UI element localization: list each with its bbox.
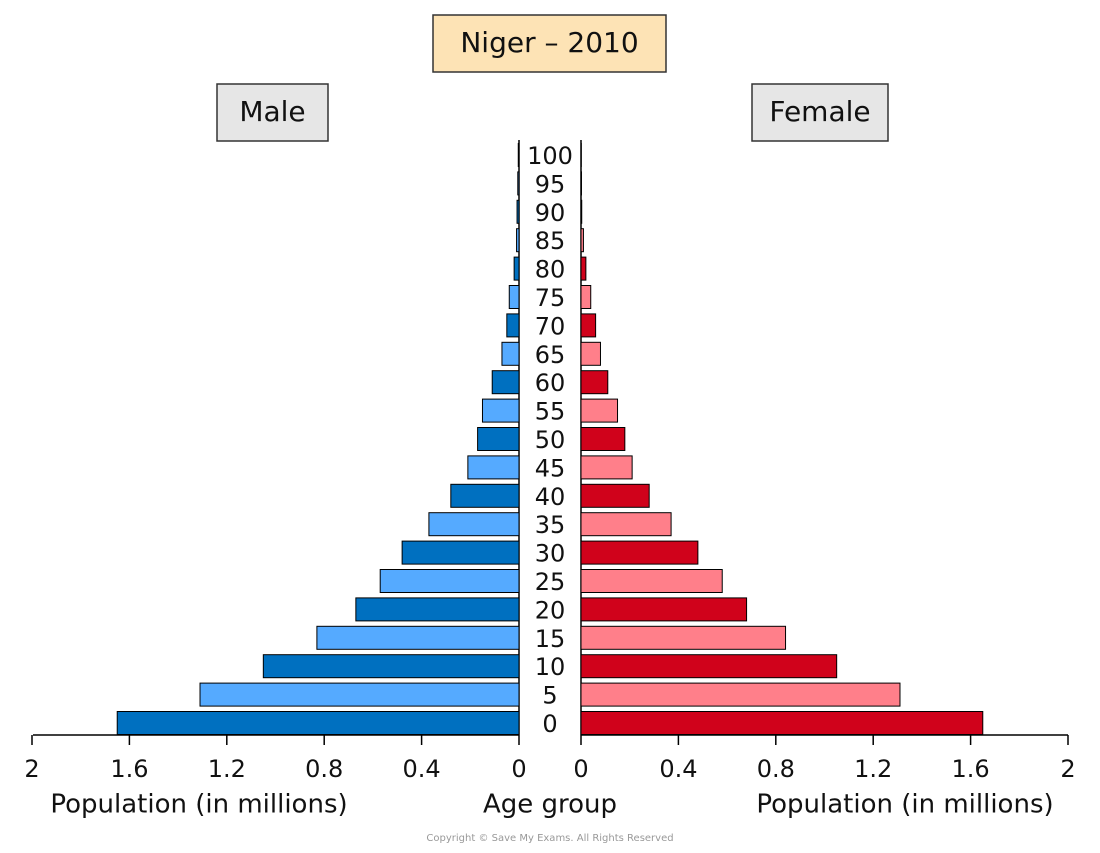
y-tick-label: 85 [535, 227, 566, 255]
x-tick-label: 2 [24, 755, 39, 783]
y-tick-label: 20 [535, 596, 566, 624]
bar [467, 455, 520, 480]
footer: Copyright © Save My Exams. All Rights Re… [426, 833, 673, 844]
y-tick-label: 100 [527, 142, 573, 170]
x-tick-label: 0.4 [403, 755, 441, 783]
bar [262, 654, 520, 679]
y-tick-label: 45 [535, 454, 566, 482]
y-tick-label: 95 [535, 170, 566, 198]
x-tick-label: 0.8 [757, 755, 795, 783]
bar [580, 228, 584, 253]
bar [580, 625, 787, 650]
y-tick-label: 60 [535, 369, 566, 397]
x-tick-label: 1.2 [208, 755, 246, 783]
bar [580, 370, 609, 395]
legend-label: Male [239, 95, 305, 128]
bar [199, 682, 520, 707]
x-tick-label: 2 [1060, 755, 1075, 783]
y-tick-label: 5 [542, 682, 557, 710]
y-tick-label: 0 [542, 710, 557, 738]
bar [116, 711, 520, 735]
x-tick-label: 1.6 [110, 755, 148, 783]
y-tick-label: 90 [535, 199, 566, 227]
legend-box [216, 83, 329, 142]
bar [355, 597, 520, 622]
y-tick-label: 30 [535, 540, 566, 568]
bar [580, 199, 583, 224]
bar [316, 625, 520, 650]
bar [580, 682, 901, 707]
y-tick-label: 25 [535, 568, 566, 596]
bar [513, 256, 520, 281]
y-tick-label: 55 [535, 398, 566, 426]
bar [580, 427, 626, 451]
y-tick-label: 35 [535, 511, 566, 539]
x-tick-label: 0.4 [659, 755, 697, 783]
bar [580, 455, 633, 480]
bar [580, 569, 723, 593]
bar [580, 711, 984, 735]
bar [517, 143, 520, 167]
bar [501, 341, 520, 366]
y-tick-label: 50 [535, 426, 566, 454]
bar [516, 199, 520, 224]
x-tick-label: 1.6 [952, 755, 990, 783]
y-tick-label: 65 [535, 341, 566, 369]
y-tick-label: 15 [535, 625, 566, 653]
bar [580, 341, 601, 366]
legend-label: Female [769, 95, 870, 128]
bar [517, 171, 520, 196]
bar [428, 512, 520, 537]
bar [477, 427, 520, 451]
bar [506, 313, 520, 338]
bar [491, 370, 520, 395]
x-axis-label: Population (in millions) [756, 790, 1053, 820]
x-tick-label: 0 [573, 755, 588, 783]
bar [379, 569, 520, 593]
y-tick-label: 70 [535, 312, 566, 340]
bar [580, 540, 699, 565]
title-box [432, 14, 667, 73]
bar [516, 228, 520, 253]
legend-box [751, 83, 889, 142]
bar [580, 654, 838, 679]
y-tick-label: 75 [535, 284, 566, 312]
bar [401, 540, 520, 565]
bar [450, 483, 520, 508]
chart-title: Niger – 2010 [460, 26, 638, 59]
x-axis-label: Population (in millions) [50, 790, 347, 820]
category-axis-label: Age group [483, 790, 617, 820]
bar [580, 512, 672, 537]
bar [508, 285, 520, 309]
y-tick-label: 80 [535, 256, 566, 284]
bar [580, 597, 748, 622]
y-tick-label: 10 [535, 653, 566, 681]
bar [580, 285, 592, 309]
x-tick-label: 1.2 [854, 755, 892, 783]
y-tick-label: 40 [535, 483, 566, 511]
bar [580, 313, 597, 338]
x-tick-label: 0.8 [305, 755, 343, 783]
bar [580, 398, 619, 423]
bar [580, 483, 650, 508]
bar [481, 398, 520, 423]
x-tick-label: 0 [511, 755, 526, 783]
bar [580, 256, 587, 281]
